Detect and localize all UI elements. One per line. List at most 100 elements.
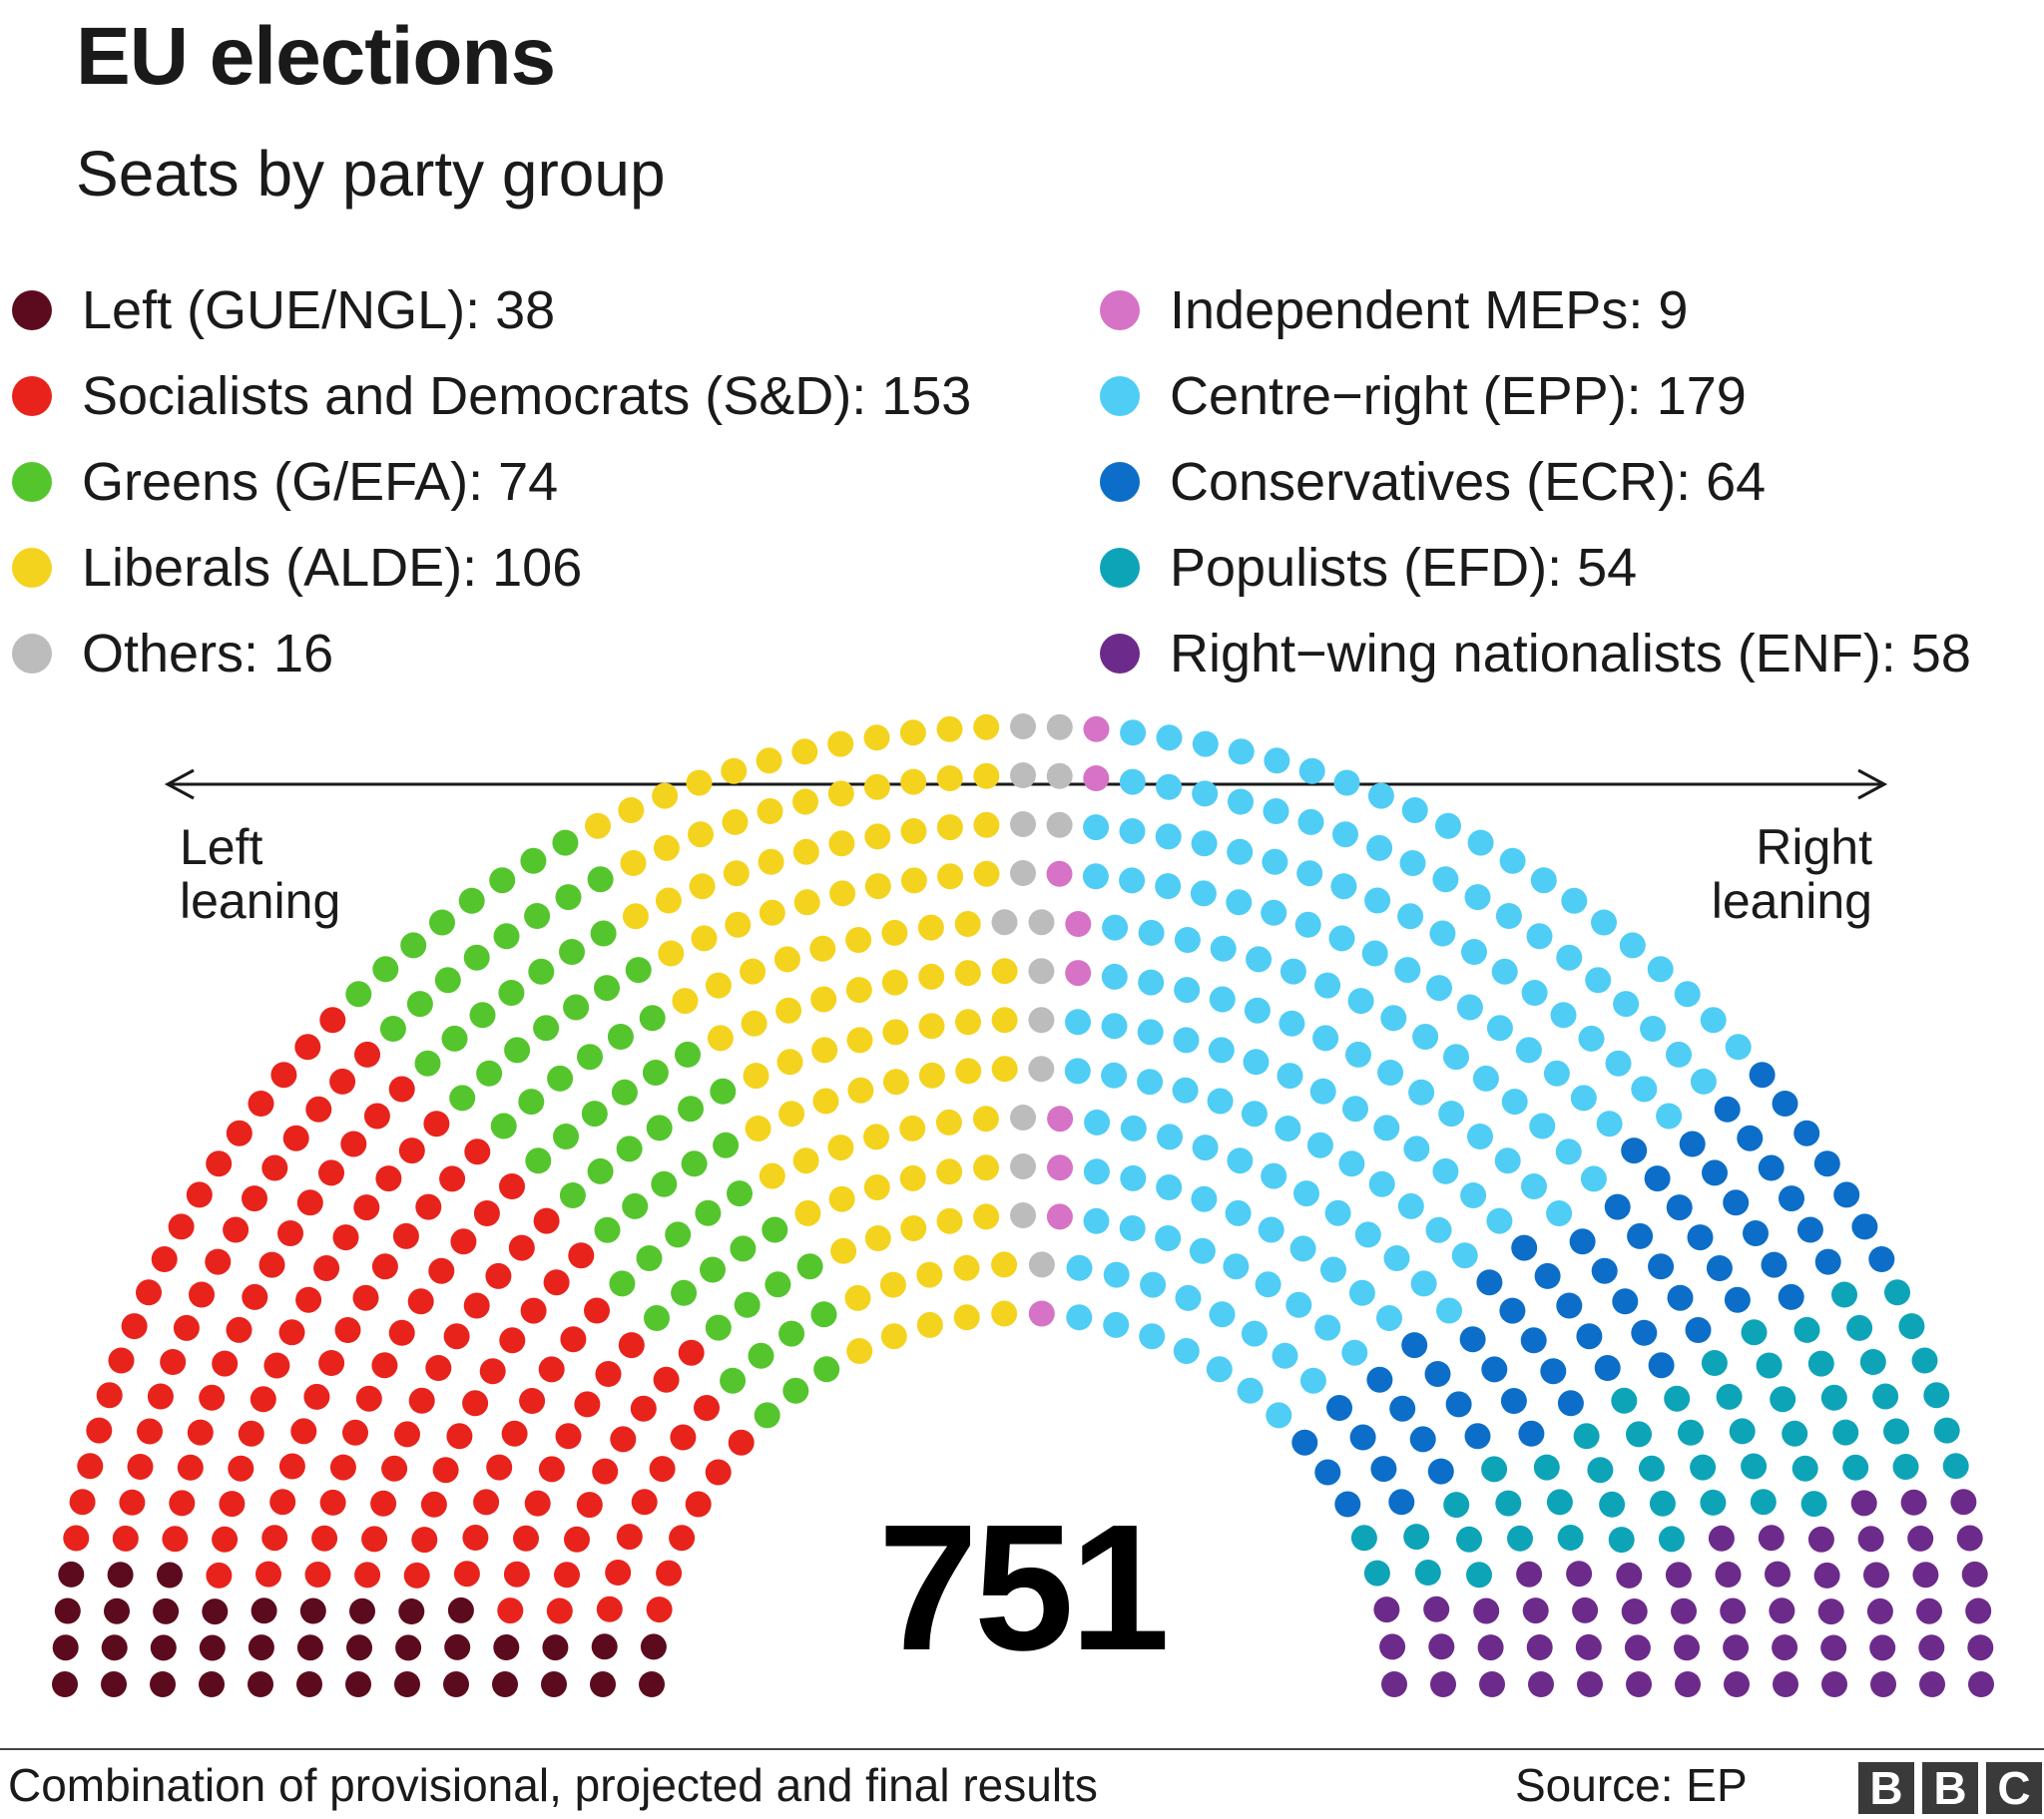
- seat-dot: [1101, 963, 1128, 990]
- seat-dot: [776, 1049, 803, 1076]
- seat-dot: [1363, 1560, 1390, 1587]
- seat-dot: [1546, 1200, 1573, 1226]
- seat-dot: [52, 1671, 78, 1697]
- seat-dot: [1627, 1222, 1654, 1249]
- seat-dot: [1872, 1383, 1899, 1410]
- legend-item: Liberals (ALDE): 106: [12, 525, 971, 611]
- seat-dot: [1968, 1671, 1994, 1697]
- seat-dot: [1333, 769, 1360, 796]
- seat-dot: [651, 1170, 678, 1197]
- seat-dot: [757, 798, 783, 824]
- seat-dot: [248, 1671, 273, 1697]
- seat-dot: [846, 1027, 873, 1054]
- seat-dot: [1561, 887, 1588, 914]
- seat-dot: [1476, 1269, 1503, 1296]
- seat-dot: [1870, 1671, 1896, 1697]
- seat-dot: [1192, 730, 1219, 757]
- seat-dot: [1435, 812, 1461, 839]
- seat-dot: [1863, 1562, 1889, 1589]
- seat-dot: [1312, 1025, 1339, 1052]
- seat-dot: [403, 1562, 430, 1589]
- seat-dot: [69, 1489, 96, 1516]
- seat-dot: [392, 1222, 419, 1249]
- seat-dot: [656, 1560, 683, 1587]
- seat-dot: [1046, 713, 1073, 740]
- seat-dot: [655, 887, 682, 914]
- seat-dot: [563, 994, 590, 1021]
- seat-dot: [242, 1185, 267, 1212]
- seat-dot: [863, 773, 890, 800]
- seat-dot: [810, 986, 837, 1013]
- seat-dot: [828, 1185, 855, 1212]
- seat-dot: [670, 1424, 697, 1451]
- seat-dot: [189, 1281, 215, 1308]
- seat-dot: [685, 1491, 712, 1518]
- seat-dot: [1119, 768, 1146, 795]
- seat-dot: [720, 1367, 747, 1394]
- seat-dot: [1796, 1216, 1823, 1243]
- seat-dot: [734, 1291, 761, 1318]
- seat-dot: [1666, 1194, 1693, 1221]
- seat-dot: [375, 1165, 402, 1192]
- seat-dot: [370, 1490, 397, 1517]
- seat-dot: [585, 812, 611, 839]
- seat-dot: [1294, 911, 1321, 938]
- seat-dot: [1626, 1421, 1652, 1448]
- seat-dot: [1191, 830, 1218, 857]
- seat-dot: [900, 818, 927, 844]
- seat-dot: [973, 860, 1000, 887]
- seat-dot: [916, 1261, 943, 1288]
- seat-dot: [538, 1356, 565, 1383]
- seat-dot: [462, 1525, 489, 1551]
- seat-dot: [226, 1316, 253, 1343]
- chart-title: EU elections: [76, 11, 556, 102]
- seat-dot: [407, 1288, 434, 1315]
- seat-dot: [740, 958, 766, 985]
- seat-dot: [463, 1292, 490, 1319]
- seat-dot: [153, 1597, 180, 1624]
- seat-dot: [223, 1216, 250, 1243]
- seat-dot: [1047, 1106, 1074, 1133]
- seat-dot: [1608, 1527, 1635, 1554]
- seat-dot: [1467, 829, 1494, 856]
- seat-dot: [414, 1050, 441, 1077]
- seat-dot: [1596, 1111, 1623, 1137]
- seat-dot: [587, 866, 614, 893]
- seat-dot: [453, 1561, 480, 1588]
- seat-dot: [1499, 1297, 1526, 1324]
- seat-dot: [810, 1301, 837, 1328]
- seat-dot: [1644, 1165, 1671, 1192]
- seat-dot: [1770, 1386, 1796, 1413]
- seat-dot: [394, 1421, 420, 1448]
- seat-dot: [1155, 873, 1182, 900]
- seat-dot: [581, 1101, 608, 1128]
- seat-dot: [1389, 1395, 1416, 1422]
- seat-dot: [864, 873, 891, 900]
- seat-dot: [1626, 1671, 1652, 1697]
- seat-dot: [1518, 1420, 1545, 1447]
- seat-dot: [1884, 1279, 1910, 1306]
- legend-item: Greens (G/EFA): 74: [12, 439, 971, 525]
- seat-dot: [1820, 1634, 1847, 1661]
- seat-dot: [1354, 1221, 1381, 1248]
- seat-dot: [492, 1671, 518, 1697]
- seat-dot: [1425, 1216, 1452, 1243]
- seat-dot: [1376, 1305, 1402, 1331]
- seat-dot: [1515, 1037, 1542, 1064]
- seat-dot: [1674, 981, 1701, 1008]
- seat-dot: [1773, 1671, 1798, 1697]
- seat-dot: [1225, 1199, 1252, 1226]
- seat-dot: [900, 768, 927, 795]
- seat-dot: [1814, 1248, 1841, 1275]
- seat-dot: [1779, 1185, 1804, 1212]
- seat-dot: [1228, 788, 1254, 815]
- seat-dot: [1911, 1347, 1938, 1374]
- source-note: Source: EP: [1515, 1759, 1748, 1811]
- seat-dot: [622, 903, 649, 930]
- seat-dot: [58, 1561, 85, 1588]
- seat-dot: [1083, 814, 1110, 841]
- legend-item: Left (GUE/NGL): 38: [12, 267, 971, 353]
- seat-dot: [1064, 1058, 1091, 1085]
- seat-dot: [644, 1305, 670, 1331]
- seat-dot: [1138, 919, 1165, 946]
